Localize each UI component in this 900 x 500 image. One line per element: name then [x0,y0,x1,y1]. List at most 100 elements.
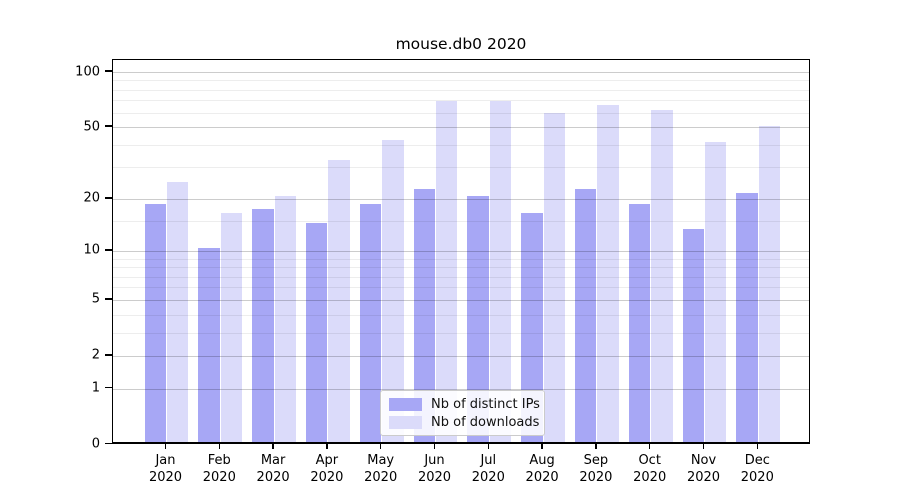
y-tick-1 [105,386,112,389]
y-tick-50 [105,125,112,127]
month-label: Oct [638,453,661,468]
month-label: Mar [260,453,286,468]
y-tick-label-5: 5 [91,291,100,307]
bar-nb-of-distinct-ips-sep [575,188,597,442]
year-label: 2020 [579,470,613,485]
bar-nb-of-downloads-jul [489,101,512,442]
chart-title: mouse.db0 2020 [395,35,527,53]
bar-nb-of-distinct-ips-feb [198,248,220,442]
major-gridline-50 [113,127,809,129]
bar-nb-of-downloads-dec [758,126,781,442]
y-tick-label-1: 1 [91,380,100,396]
major-gridline-100 [113,72,809,73]
x-tick-label-jul: Jul 2020 [458,452,518,486]
y-tick-5 [105,298,112,300]
bar-nb-of-downloads-jan [167,182,189,442]
year-label: 2020 [148,470,183,485]
minor-gridline-70 [113,100,809,102]
year-label: 2020 [525,470,559,485]
x-tick-aug [541,444,543,449]
legend-item-nb-of-distinct-ips: Nb of distinct IPs [389,396,540,413]
year-label: 2020 [740,470,774,485]
month-label: Jul [480,453,497,468]
x-tick-label-mar: Mar 2020 [243,452,303,486]
year-label: 2020 [310,470,344,485]
x-tick-label-aug: Aug 2020 [512,452,572,486]
bar-nb-of-distinct-ips-jan [144,204,166,442]
bar-nb-of-downloads-mar [274,196,296,442]
bar-nb-of-distinct-ips-apr [306,223,328,442]
x-tick-label-nov: Nov 2020 [674,452,734,486]
plot-area [112,59,810,444]
bar-nb-of-downloads-oct [651,110,673,442]
year-label: 2020 [202,470,236,485]
y-tick-label-0: 0 [91,436,100,452]
bar-nb-of-distinct-ips-jun [413,188,435,442]
bar-nb-of-distinct-ips-mar [252,208,274,442]
y-tick-label-2: 2 [91,347,100,363]
x-tick-feb [218,444,221,449]
y-tick-20 [105,197,112,199]
month-label: Dec [744,453,770,468]
legend-item-nb-of-downloads: Nb of downloads [389,414,540,431]
x-tick-sep [595,444,597,449]
bar-nb-of-downloads-jun [436,101,458,442]
bar-nb-of-distinct-ips-oct [628,204,651,442]
y-tick-label-100: 100 [75,64,100,79]
legend-swatch-icon [389,398,422,411]
x-tick-jan [164,444,167,449]
x-tick-label-apr: Apr 2020 [297,452,357,486]
month-label: Sep [583,453,609,468]
legend-label: Nb of distinct IPs [431,397,540,412]
bar-nb-of-distinct-ips-dec [736,192,758,442]
plot-canvas [113,60,809,442]
x-tick-label-jun: Jun 2020 [405,452,465,486]
bar-nb-of-downloads-may [382,140,404,442]
x-tick-jun [433,444,436,449]
y-tick-100 [105,70,112,72]
bar-nb-of-downloads-sep [597,105,619,442]
month-label: Apr [315,453,339,468]
month-label: May [367,453,395,468]
bar-nb-of-downloads-nov [705,142,727,442]
x-tick-oct [648,444,651,449]
y-tick-0 [105,442,112,445]
minor-gridline-80 [113,89,809,91]
month-label: Aug [529,453,555,468]
minor-gridline-60 [113,112,809,114]
minor-gridline-90 [113,80,809,82]
y-tick-label-10: 10 [83,242,100,258]
month-label: Feb [207,453,231,468]
legend-label: Nb of downloads [431,415,540,430]
x-tick-jul [487,444,490,449]
bar-nb-of-downloads-feb [220,213,243,442]
month-label: Jun [424,453,445,468]
year-label: 2020 [686,470,721,485]
bar-nb-of-distinct-ips-nov [682,229,704,442]
x-tick-label-may: May 2020 [351,452,411,486]
legend: Nb of distinct IPs Nb of downloads [380,390,545,436]
year-label: 2020 [417,470,452,485]
year-label: 2020 [471,470,505,485]
x-tick-mar [272,444,274,449]
y-tick-10 [105,249,112,251]
x-tick-label-dec: Dec 2020 [727,452,787,486]
bar-nb-of-downloads-aug [543,112,565,442]
x-tick-label-jan: Jan 2020 [136,452,196,486]
bar-nb-of-distinct-ips-may [359,204,382,442]
x-tick-apr [326,444,328,449]
x-tick-label-sep: Sep 2020 [566,452,626,486]
year-label: 2020 [256,470,290,485]
x-tick-nov [702,444,705,449]
month-label: Jan [155,453,176,468]
x-tick-label-oct: Oct 2020 [620,452,680,486]
y-tick-2 [105,354,112,356]
legend-swatch-icon [389,416,422,429]
year-label: 2020 [364,470,398,485]
y-tick-label-20: 20 [83,190,100,206]
x-tick-may [379,444,382,449]
bar-nb-of-downloads-apr [328,159,350,442]
year-label: 2020 [633,470,667,485]
month-label: Nov [690,453,717,468]
